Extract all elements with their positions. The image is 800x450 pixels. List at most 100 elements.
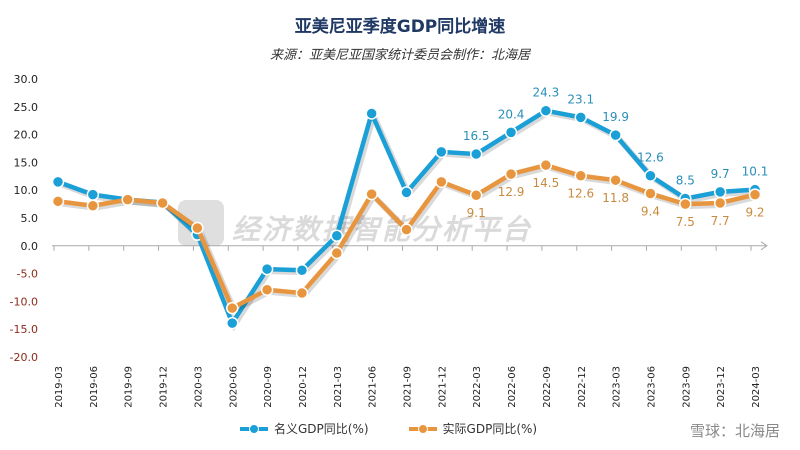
footer-watermark: 雪球：北海居 — [689, 422, 780, 440]
y-tick-label: 30.0 — [14, 73, 39, 86]
data-point — [713, 185, 727, 199]
data-point — [226, 316, 239, 330]
chart-subtitle: 来源：亚美尼亚国家统计委员会制作：北海居 — [269, 48, 530, 63]
data-point — [609, 173, 622, 187]
data-label: 14.5 — [533, 176, 560, 190]
x-tick-label: 2023-12 — [716, 366, 727, 408]
x-tick-label: 2021-12 — [437, 366, 448, 408]
data-label: 11.8 — [602, 191, 629, 205]
y-tick-label: 25.0 — [14, 101, 39, 114]
data-point — [365, 107, 378, 120]
chart-title: 亚美尼亚季度GDP同比增速 — [294, 17, 506, 37]
data-label: 9.7 — [711, 167, 730, 181]
y-tick-label: -10.0 — [10, 295, 38, 308]
x-tick-label: 2021-06 — [368, 366, 379, 408]
data-point — [435, 175, 448, 189]
x-tick-label: 2021-09 — [403, 366, 414, 408]
data-point — [539, 104, 553, 117]
data-point — [86, 188, 100, 201]
x-tick-label: 2019-06 — [89, 366, 100, 408]
data-point — [260, 283, 274, 296]
data-point — [156, 196, 169, 210]
data-label: 8.5 — [676, 174, 695, 188]
data-point — [748, 188, 762, 201]
y-tick-label: 15.0 — [14, 156, 39, 169]
watermark: 经济数据智能分析平台 — [232, 213, 533, 246]
data-point — [504, 167, 518, 181]
data-label: 9.1 — [467, 206, 486, 220]
x-tick-label: 2022-12 — [577, 366, 588, 408]
data-label: 16.5 — [463, 129, 490, 143]
data-point — [713, 196, 727, 210]
data-label: 19.9 — [602, 110, 629, 124]
data-point — [469, 147, 483, 161]
legend-item-nominal: 名义GDP同比(%) — [240, 420, 369, 437]
data-point — [191, 221, 204, 235]
data-point — [121, 193, 134, 206]
data-label: 7.7 — [711, 214, 730, 228]
data-label: 9.2 — [745, 206, 764, 220]
data-point — [226, 301, 239, 315]
y-tick-label: -20.0 — [10, 351, 38, 364]
x-tick-label: 2022-09 — [542, 366, 553, 408]
data-label: 7.5 — [676, 215, 695, 229]
y-tick-label: 0.0 — [21, 240, 39, 253]
data-point — [330, 229, 344, 243]
data-point — [51, 195, 65, 208]
data-label: 12.6 — [637, 151, 664, 165]
data-label: 12.6 — [567, 187, 594, 201]
legend-swatch-real — [408, 423, 437, 434]
x-tick-label: 2023-06 — [646, 366, 657, 408]
x-tick-label: 2020-09 — [263, 366, 274, 408]
data-point — [365, 187, 378, 201]
x-axis-arrow — [760, 241, 768, 251]
x-tick-label: 2019-09 — [124, 366, 135, 408]
data-point — [539, 158, 553, 172]
data-point — [400, 223, 413, 236]
y-tick-label: 20.0 — [14, 129, 39, 142]
x-tick-label: 2022-06 — [507, 366, 518, 408]
data-label: 20.4 — [498, 107, 525, 121]
x-tick-label: 2019-12 — [159, 366, 170, 408]
y-tick-label: -15.0 — [10, 323, 38, 336]
y-tick-label: -5.0 — [17, 268, 38, 281]
data-point — [51, 175, 65, 189]
data-point — [504, 126, 518, 139]
data-point — [260, 262, 274, 276]
y-tick-label: 10.0 — [14, 184, 39, 197]
data-point — [644, 169, 657, 182]
data-label: 24.3 — [533, 86, 560, 100]
x-tick-label: 2023-09 — [681, 366, 692, 408]
x-tick-label: 2019-03 — [54, 366, 65, 408]
data-point — [609, 128, 622, 142]
x-tick-label: 2020-03 — [193, 366, 204, 408]
data-point — [295, 286, 309, 300]
data-point — [574, 169, 587, 182]
data-point — [295, 264, 309, 277]
legend-label-real: 实际GDP同比(%) — [442, 422, 538, 436]
data-point — [469, 188, 483, 202]
x-tick-label: 2024-03 — [751, 366, 762, 408]
x-tick-label: 2021-03 — [333, 366, 344, 408]
data-point — [86, 199, 100, 213]
y-tick-label: 5.0 — [21, 212, 39, 225]
legend-swatch-nominal — [240, 423, 268, 434]
legend: 名义GDP同比(%) 实际GDP同比(%) — [240, 420, 537, 437]
data-label: 12.9 — [498, 185, 525, 199]
data-point — [330, 246, 344, 260]
data-point — [574, 111, 587, 124]
data-label: 9.4 — [641, 205, 660, 219]
data-point — [400, 186, 413, 199]
data-label: 10.1 — [742, 165, 769, 179]
x-tick-label: 2023-03 — [612, 366, 623, 408]
x-tick-label: 2020-06 — [228, 366, 239, 408]
data-point — [644, 187, 657, 200]
data-point — [435, 145, 448, 159]
x-tick-label: 2020-12 — [298, 366, 309, 408]
data-label: 23.1 — [567, 92, 594, 106]
x-tick-label: 2022-03 — [472, 366, 483, 408]
series-shadow — [58, 106, 758, 332]
legend-item-real: 实际GDP同比(%) — [408, 420, 538, 437]
